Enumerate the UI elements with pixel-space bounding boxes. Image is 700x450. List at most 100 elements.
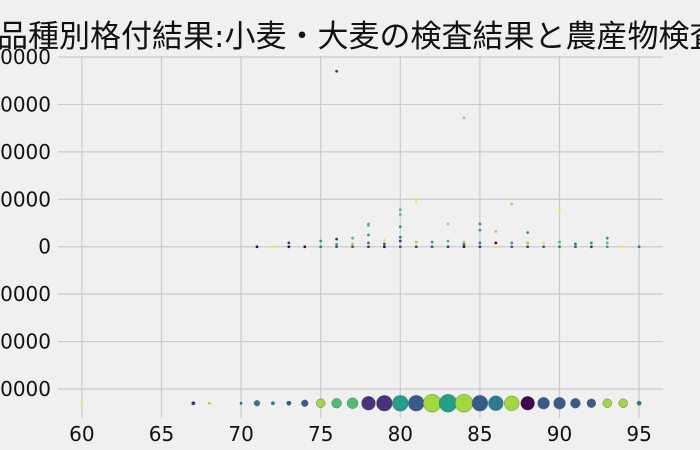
y-tick-label: -100000 (0, 282, 51, 306)
data-point (590, 242, 593, 245)
data-point (554, 397, 566, 409)
y-tick-label: 200000 (0, 140, 51, 164)
data-point (526, 231, 529, 234)
x-tick-label: 65 (149, 422, 174, 446)
x-tick-label: 80 (388, 422, 413, 446)
data-point (208, 402, 211, 405)
y-axis-ticks: -300000 -200000 -100000 0 100000 200000 300000… (0, 45, 51, 401)
data-point (521, 396, 535, 410)
data-point (526, 245, 529, 248)
x-tick-label: 75 (308, 422, 333, 446)
data-point (526, 242, 529, 245)
chart-title: 品種別格付結果:小麦・大麦の検査結果と農産物検査結果(都道府)2018-09-3 (0, 19, 700, 55)
data-point (286, 401, 291, 406)
data-point (319, 240, 322, 243)
data-point (455, 394, 473, 412)
data-point (383, 239, 386, 242)
y-tick-label: 100000 (0, 187, 51, 211)
data-point (606, 242, 609, 245)
data-point (558, 208, 561, 211)
data-point (619, 399, 628, 408)
data-point (399, 240, 402, 243)
x-tick-label: 95 (626, 422, 651, 446)
data-point (191, 401, 195, 405)
data-point (376, 395, 392, 411)
data-point (472, 395, 488, 411)
data-point (287, 242, 290, 245)
data-point (558, 241, 561, 244)
x-tick-label: 85 (467, 422, 492, 446)
data-point (479, 245, 482, 248)
data-point (332, 398, 342, 408)
data-point (542, 245, 545, 248)
data-point (399, 208, 402, 211)
data-point (423, 394, 441, 412)
data-point (510, 203, 513, 206)
data-point (431, 241, 434, 244)
data-point (362, 396, 376, 410)
data-point (479, 229, 482, 232)
data-point (510, 245, 513, 248)
data-point (383, 245, 386, 248)
data-point (399, 225, 402, 228)
data-point (587, 399, 596, 408)
data-point (80, 402, 83, 405)
data-point (463, 241, 466, 244)
data-point (606, 245, 609, 248)
data-point (399, 236, 402, 239)
data-point (254, 400, 260, 406)
data-point (256, 245, 259, 248)
data-point (637, 401, 642, 406)
x-tick-label: 70 (228, 422, 253, 446)
data-point (574, 242, 577, 245)
data-point (574, 245, 577, 248)
data-point (439, 394, 457, 412)
x-axis-ticks: 60 65 70 75 80 85 90 95 (69, 422, 652, 446)
data-point (447, 223, 450, 226)
data-point (335, 238, 338, 241)
data-point (622, 245, 625, 248)
data-point (606, 237, 609, 240)
data-point (415, 241, 418, 244)
data-point (392, 395, 408, 411)
data-point (463, 116, 466, 119)
x-tick-label: 90 (547, 422, 572, 446)
data-point (494, 230, 497, 233)
data-point (542, 242, 545, 245)
plot-area (58, 56, 663, 418)
data-point (558, 245, 561, 248)
data-point (415, 200, 418, 203)
data-point (638, 245, 641, 248)
data-point (447, 245, 450, 248)
data-point (301, 400, 308, 407)
data-point (347, 398, 358, 409)
data-point (603, 399, 612, 408)
data-point (316, 399, 325, 408)
data-point (431, 245, 434, 248)
data-point (538, 397, 550, 409)
data-point (351, 242, 354, 245)
y-tick-label: 0 (38, 235, 51, 259)
data-point (367, 242, 370, 245)
data-point (447, 240, 450, 243)
data-point (415, 245, 418, 248)
data-point (271, 401, 275, 405)
data-point (287, 245, 290, 248)
y-tick-label: 300000 (0, 92, 51, 116)
data-point (488, 396, 503, 411)
data-point (510, 242, 513, 245)
data-point (504, 396, 519, 411)
data-point (590, 245, 593, 248)
data-point (399, 213, 402, 216)
data-point (367, 245, 370, 248)
data-point (335, 70, 338, 73)
x-tick-label: 60 (69, 422, 94, 446)
data-point (319, 245, 322, 248)
data-point (351, 237, 354, 240)
y-tick-label: -200000 (0, 330, 51, 354)
data-point (272, 245, 275, 248)
data-point (351, 245, 354, 248)
data-point (367, 223, 370, 226)
